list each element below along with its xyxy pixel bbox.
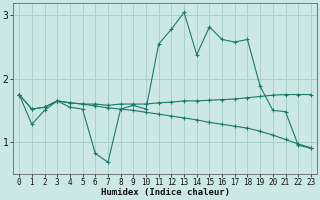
X-axis label: Humidex (Indice chaleur): Humidex (Indice chaleur) — [100, 188, 229, 197]
